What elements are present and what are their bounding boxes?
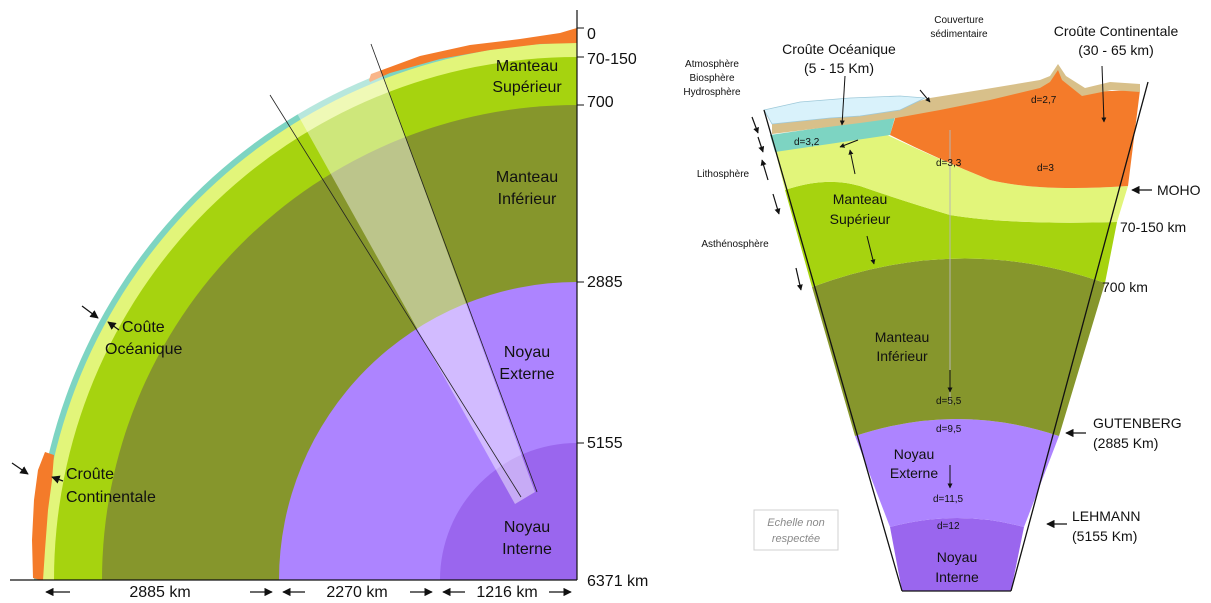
label-inner-core-line1: Noyau: [504, 519, 550, 536]
sediment-pointer: [919, 89, 931, 103]
scale-note-box: [753, 509, 839, 551]
label-biosphere: Biosphère: [689, 73, 734, 84]
continental-crust-left: [32, 452, 54, 580]
wedge-lower-mantle: [812, 258, 1105, 436]
scale-label-outer-core: 2270 km: [326, 584, 387, 601]
oceanic-crust-arrow-outer: [81, 305, 99, 319]
label-sediment-line1: Couverture: [934, 15, 984, 26]
label-gutenberg: GUTENBERG: [1093, 415, 1182, 431]
envelope-arrow-1: [751, 116, 759, 134]
density-continental-root: d=3: [1037, 163, 1054, 174]
label-inner-core-line2: Interne: [502, 541, 552, 558]
scale-note-line1: Echelle non: [767, 517, 825, 529]
label-lehmann-depth: (5155 Km): [1072, 528, 1137, 544]
upper-mantle-arrow-up: [848, 149, 856, 175]
label-oceanic-crust-line2: Océanique: [105, 341, 182, 358]
density-oceanic-crust: d=3,2: [794, 137, 820, 148]
wedge-outer-core: [855, 419, 1059, 527]
label-lithosphere-base: 70-150 km: [1120, 219, 1186, 235]
label-continental-crust-line1: Croûte: [66, 466, 114, 483]
wedge-label-lower-mantle-line2: Inférieur: [876, 348, 928, 364]
wedge-inner-core: [890, 518, 1024, 591]
wedge-right-edge: [1010, 81, 1149, 592]
wedge-label-upper-mantle-line2: Supérieur: [830, 211, 891, 227]
wedge-label-upper-mantle-line1: Manteau: [833, 191, 887, 207]
wedge-asthenosphere: [785, 181, 1117, 287]
inner-core-layer: [440, 443, 577, 580]
label-lithosphere: Lithosphère: [697, 169, 750, 180]
wedge-ocean-water: [763, 95, 927, 125]
ocean-crust-label-pointer: [839, 75, 846, 126]
continental-crust-arrow-outer: [11, 462, 29, 475]
wedge-edge: [370, 43, 538, 493]
density-outer-core-base: d=11,5: [933, 494, 964, 505]
ocean-crust-pointer: [839, 139, 859, 148]
density-continental-top: d=2,7: [1031, 95, 1057, 106]
section-wedge-highlight: [294, 60, 535, 504]
depth-label-700: 700: [587, 94, 614, 111]
wedge-section: Croûte Océanique (5 - 15 Km) Couverture …: [683, 15, 1201, 592]
label-lower-mantle-line1: Manteau: [496, 169, 558, 186]
label-lower-mantle-line2: Inférieur: [498, 191, 557, 208]
label-oceanic-crust-range: (5 - 15 Km): [804, 60, 874, 76]
label-oceanic-crust-title: Croûte Océanique: [782, 41, 896, 57]
density-inner-core: d=12: [937, 521, 960, 532]
lithosphere-arrow-up: [760, 159, 769, 181]
label-atmosphere: Atmosphère: [685, 59, 739, 70]
wedge-label-outer-core-line1: Noyau: [894, 446, 934, 462]
density-upper-mantle: d=3,3: [936, 158, 962, 169]
label-transition-700: 700 km: [1102, 279, 1148, 295]
label-asthenosphere: Asthénosphère: [701, 239, 769, 250]
label-continental-crust-title: Croûte Continentale: [1054, 23, 1179, 39]
label-sediment-line2: sédimentaire: [930, 29, 988, 40]
label-continental-crust-line2: Continentale: [66, 489, 156, 506]
continental-crust-label-pointer: [1101, 65, 1107, 123]
label-oceanic-crust-line1: Coûte: [122, 319, 165, 336]
oceanic-crust-arrow-inner: [107, 321, 120, 331]
wedge-lithosphere: [775, 134, 1128, 223]
label-upper-mantle-line2: Supérieur: [492, 79, 562, 96]
wedge-label-inner-core-line1: Noyau: [937, 549, 977, 565]
label-outer-core-line2: Externe: [499, 366, 554, 383]
continental-crust-arrow-inner: [51, 475, 64, 484]
wedge-oceanic-crust: [770, 117, 895, 152]
scale-label-mantle: 2885 km: [129, 584, 190, 601]
lithosphere-arrow-down: [772, 193, 781, 215]
depth-label-6371: 6371 km: [587, 573, 648, 590]
upper-mantle-arrow-down: [866, 235, 876, 265]
scale-note-line2: respectée: [772, 533, 820, 545]
depth-label-2885: 2885: [587, 274, 623, 291]
wedge-left-edge: [763, 109, 903, 592]
depth-label-70-150: 70-150: [587, 51, 637, 68]
asthenosphere-arrow: [795, 267, 803, 291]
density-outer-core-top: d=9,5: [936, 424, 962, 435]
density-lower-mantle-base: d=5,5: [936, 396, 962, 407]
depth-label-0: 0: [587, 26, 596, 43]
scale-label-inner-core: 1216 km: [476, 584, 537, 601]
label-moho: MOHO: [1157, 182, 1201, 198]
wedge-label-inner-core-line2: Interne: [935, 569, 979, 585]
depth-label-5155: 5155: [587, 435, 623, 452]
wedge-label-lower-mantle-line1: Manteau: [875, 329, 929, 345]
label-upper-mantle-line1: Manteau: [496, 58, 558, 75]
wedge-edge: [269, 94, 522, 498]
wedge-continental-crust: [890, 66, 1140, 188]
wedge-label-outer-core-line2: Externe: [890, 465, 938, 481]
envelope-arrow-2: [757, 136, 765, 153]
label-continental-crust-range: (30 - 65 km): [1078, 42, 1153, 58]
continental-crust-top: [369, 28, 577, 82]
label-outer-core-line1: Noyau: [504, 344, 550, 361]
wedge-sediment: [772, 64, 1140, 134]
label-gutenberg-depth: (2885 Km): [1093, 435, 1158, 451]
label-hydrosphere: Hydrosphère: [683, 87, 741, 98]
quarter-section: 0 70-150 700 2885 5155 6371 km Manteau S…: [10, 10, 648, 601]
label-lehmann: LEHMANN: [1072, 508, 1140, 524]
